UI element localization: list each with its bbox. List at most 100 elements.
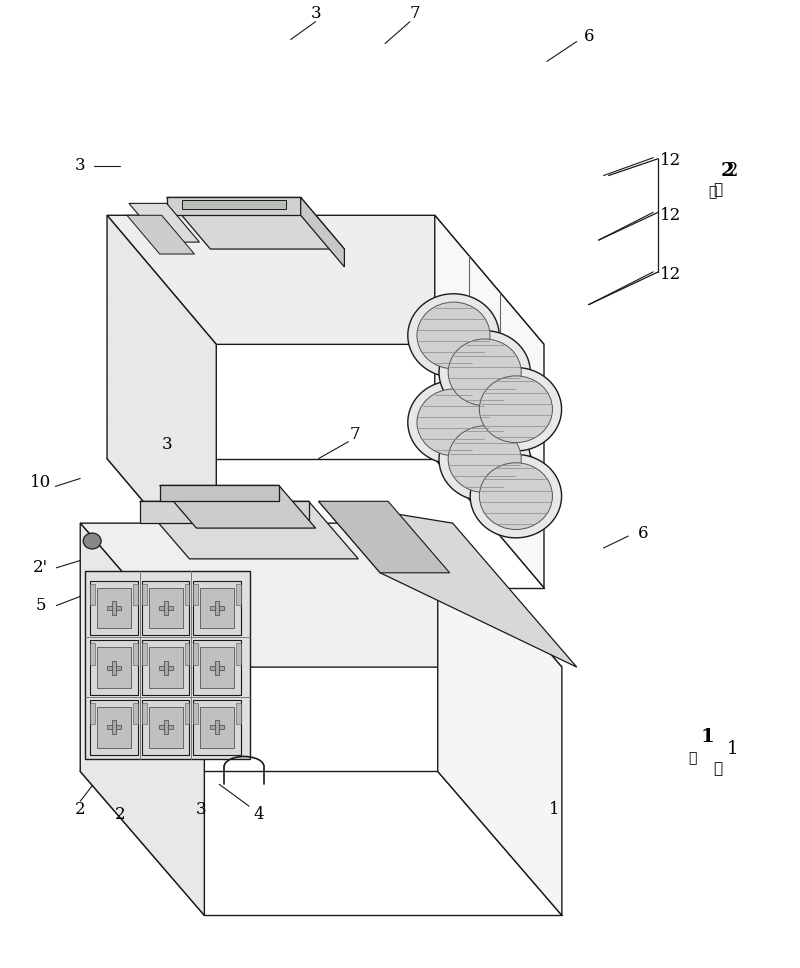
Polygon shape (142, 581, 190, 635)
Polygon shape (80, 523, 204, 916)
Polygon shape (158, 725, 173, 729)
Polygon shape (160, 485, 315, 529)
Polygon shape (90, 700, 138, 754)
Polygon shape (90, 644, 95, 665)
Text: 5: 5 (35, 597, 46, 614)
Text: 6: 6 (583, 28, 594, 45)
Polygon shape (194, 703, 198, 724)
Polygon shape (97, 707, 131, 747)
Polygon shape (107, 725, 121, 729)
Text: 4: 4 (254, 805, 264, 823)
Ellipse shape (83, 533, 101, 549)
Text: 10: 10 (30, 474, 51, 491)
Ellipse shape (439, 331, 530, 414)
Text: 2: 2 (727, 162, 738, 180)
Text: 7: 7 (410, 5, 420, 22)
Polygon shape (158, 666, 173, 670)
Polygon shape (149, 707, 182, 747)
Polygon shape (236, 584, 241, 605)
Polygon shape (200, 707, 234, 747)
Text: 图: 图 (714, 184, 722, 197)
Text: 1: 1 (549, 801, 559, 818)
Polygon shape (236, 703, 241, 724)
Polygon shape (133, 644, 138, 665)
Polygon shape (164, 661, 168, 675)
Polygon shape (194, 644, 198, 665)
Polygon shape (166, 197, 301, 215)
Polygon shape (185, 703, 190, 724)
Polygon shape (112, 601, 116, 615)
Polygon shape (149, 588, 182, 628)
Text: 3: 3 (75, 157, 86, 174)
Ellipse shape (470, 368, 562, 451)
Polygon shape (97, 648, 131, 688)
Polygon shape (164, 720, 168, 734)
Polygon shape (318, 501, 577, 667)
Polygon shape (194, 700, 241, 754)
Text: 2: 2 (721, 162, 734, 180)
Ellipse shape (479, 463, 553, 529)
Polygon shape (434, 215, 544, 588)
Polygon shape (149, 648, 182, 688)
Polygon shape (210, 606, 224, 610)
Polygon shape (142, 644, 146, 665)
Ellipse shape (479, 376, 553, 442)
Polygon shape (129, 203, 199, 242)
Polygon shape (210, 725, 224, 729)
Text: 3: 3 (310, 5, 321, 22)
Polygon shape (142, 703, 146, 724)
Ellipse shape (417, 389, 490, 456)
Text: 2: 2 (75, 801, 86, 818)
Text: 12: 12 (659, 207, 681, 224)
Polygon shape (438, 523, 562, 916)
Polygon shape (107, 215, 544, 345)
Ellipse shape (448, 339, 522, 406)
Text: 7: 7 (350, 426, 361, 443)
Polygon shape (142, 584, 146, 605)
Polygon shape (182, 200, 286, 209)
Polygon shape (194, 581, 241, 635)
Polygon shape (160, 485, 279, 501)
Polygon shape (185, 644, 190, 665)
Text: 图: 图 (689, 751, 697, 766)
Polygon shape (90, 584, 95, 605)
Polygon shape (107, 666, 121, 670)
Polygon shape (185, 584, 190, 605)
Text: 6: 6 (638, 525, 649, 541)
Polygon shape (215, 661, 219, 675)
Polygon shape (142, 700, 190, 754)
Ellipse shape (470, 454, 562, 538)
Ellipse shape (408, 293, 499, 378)
Polygon shape (90, 640, 138, 695)
Polygon shape (301, 197, 344, 267)
Polygon shape (107, 606, 121, 610)
Polygon shape (140, 501, 358, 559)
Text: 1: 1 (701, 728, 714, 745)
Text: 2: 2 (114, 805, 126, 823)
Ellipse shape (439, 417, 530, 501)
Text: 3: 3 (162, 437, 172, 453)
Text: 1: 1 (727, 740, 738, 758)
Text: 2': 2' (33, 560, 48, 576)
Polygon shape (142, 640, 190, 695)
Polygon shape (80, 523, 562, 667)
Text: 图: 图 (714, 763, 722, 776)
Polygon shape (236, 644, 241, 665)
Polygon shape (112, 661, 116, 675)
Polygon shape (210, 666, 224, 670)
Polygon shape (215, 720, 219, 734)
Polygon shape (133, 703, 138, 724)
Polygon shape (112, 720, 116, 734)
Polygon shape (215, 601, 219, 615)
Polygon shape (200, 648, 234, 688)
Polygon shape (318, 501, 450, 573)
Polygon shape (97, 588, 131, 628)
Polygon shape (200, 588, 234, 628)
Polygon shape (90, 581, 138, 635)
Polygon shape (133, 584, 138, 605)
Polygon shape (140, 501, 309, 523)
Polygon shape (158, 606, 173, 610)
Polygon shape (194, 584, 198, 605)
Ellipse shape (408, 380, 499, 464)
Text: 图: 图 (709, 186, 717, 199)
